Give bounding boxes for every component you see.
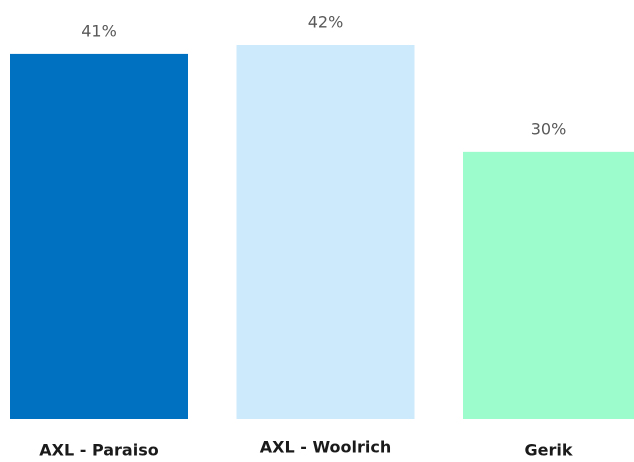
x-tick-label: AXL - Paraiso	[39, 441, 158, 460]
x-tick-label: AXL - Woolrich	[260, 438, 392, 457]
bar	[10, 53, 188, 420]
x-tick-label: Gerik	[525, 441, 573, 460]
bar	[236, 45, 415, 419]
data-label: 42%	[308, 13, 344, 32]
data-label: 30%	[531, 119, 567, 138]
bar	[463, 151, 634, 419]
data-label: 41%	[81, 21, 117, 40]
